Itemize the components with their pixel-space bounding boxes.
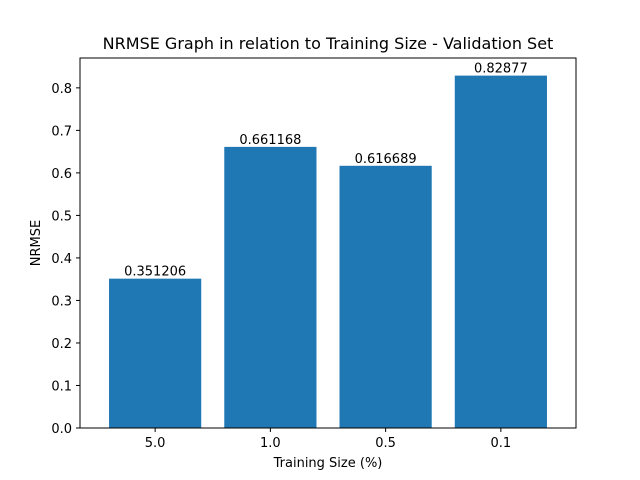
x-tick-label-1.0: 1.0 <box>260 436 281 451</box>
y-axis-label: NRMSE <box>29 220 44 266</box>
x-tick-label-0.1: 0.1 <box>491 436 512 451</box>
x-axis-label: Training Size (%) <box>273 456 383 471</box>
x-tick-label-5.0: 5.0 <box>145 436 166 451</box>
bar-1.0 <box>224 146 317 428</box>
y-tick-label-0.1: 0.1 <box>51 379 72 394</box>
y-tick-label-0.0: 0.0 <box>51 422 72 437</box>
bar-0.1 <box>454 75 547 429</box>
plot-frame <box>79 57 577 429</box>
x-tick-label-0.5: 0.5 <box>375 436 396 451</box>
bar-0.5 <box>339 165 432 429</box>
y-tick-label-0.6: 0.6 <box>51 167 72 182</box>
x-axis: 5.0 1.0 0.5 0.1 <box>145 428 511 451</box>
chart-title: NRMSE Graph in relation to Training Size… <box>103 34 554 53</box>
y-tick-label-0.4: 0.4 <box>51 252 72 267</box>
y-tick-label-0.2: 0.2 <box>51 337 72 352</box>
data-label-1.0: 0.661168 <box>239 133 301 148</box>
bar-5.0 <box>109 278 202 428</box>
y-tick-label-0.3: 0.3 <box>51 294 72 309</box>
y-tick-label-0.5: 0.5 <box>51 209 72 224</box>
y-tick-label-0.8: 0.8 <box>51 82 72 97</box>
data-label-0.5: 0.616689 <box>355 152 417 167</box>
data-label-0.1: 0.82877 <box>474 62 528 77</box>
y-tick-label-0.7: 0.7 <box>51 124 72 139</box>
bars-layer <box>109 75 547 429</box>
data-label-5.0: 0.351206 <box>124 265 186 280</box>
data-labels-layer: 0.351206 0.661168 0.616689 0.82877 <box>124 62 528 280</box>
y-axis: 0.0 0.1 0.2 0.3 0.4 0.5 0.6 0.7 0.8 <box>51 82 80 437</box>
